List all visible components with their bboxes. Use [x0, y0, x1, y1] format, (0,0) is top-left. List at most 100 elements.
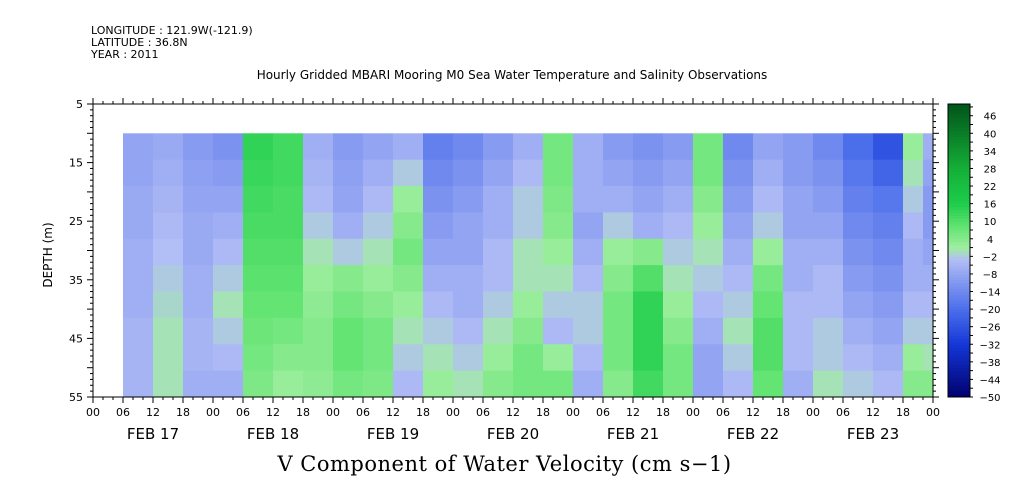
heatmap-cell	[273, 238, 304, 266]
colorbar-segment	[948, 271, 970, 275]
heatmap-cell	[663, 133, 694, 161]
heatmap-cell	[273, 133, 304, 161]
colorbar-segment	[948, 388, 970, 392]
colorbar-segment	[948, 312, 970, 316]
colorbar-segment	[948, 112, 970, 117]
colorbar-label: 16	[984, 200, 997, 211]
colorbar-segment	[948, 224, 970, 228]
colorbar-segment	[948, 142, 970, 146]
y-tick-label: 5	[76, 98, 83, 111]
x-date-label: FEB 23	[847, 425, 899, 443]
heatmap-cell	[123, 291, 154, 319]
heatmap-cell	[603, 212, 634, 240]
colorbar-segment	[948, 288, 970, 293]
colorbar-segment	[948, 244, 970, 249]
colorbar-label: −32	[979, 340, 1000, 351]
heatmap-cell	[123, 370, 154, 398]
colorbar-segment	[948, 382, 970, 386]
heatmap-cell	[453, 159, 484, 187]
heatmap-cell	[723, 265, 754, 293]
heatmap-cell	[753, 159, 784, 187]
colorbar-segment	[948, 317, 970, 322]
heatmap-cell	[753, 212, 784, 240]
heatmap-cell	[273, 317, 304, 345]
colorbar-segment	[948, 361, 970, 366]
x-tick-label: 06	[356, 406, 370, 419]
colorbar-segment	[948, 335, 970, 339]
heatmap-cell	[603, 291, 634, 319]
heatmap-cell	[123, 159, 154, 187]
heatmap-cell	[153, 159, 184, 187]
colorbar-segment	[948, 232, 970, 237]
colorbar-segment	[948, 253, 970, 257]
heatmap-cell	[243, 212, 274, 240]
heatmap-cell	[273, 370, 304, 398]
heatmap-cell	[633, 133, 664, 161]
x-tick-label: 12	[506, 406, 520, 419]
colorbar-segment	[948, 115, 970, 120]
x-tick-label: 00	[806, 406, 820, 419]
heatmap-cell	[213, 370, 244, 398]
heatmap-cell	[903, 133, 924, 161]
heatmap-cell	[813, 317, 844, 345]
heatmap-cell	[513, 212, 544, 240]
heatmap-cell	[753, 133, 784, 161]
heatmap-cell	[363, 133, 394, 161]
heatmap-cell	[153, 265, 184, 293]
heatmap-cell	[213, 344, 244, 372]
heatmap-cell	[423, 370, 454, 398]
heatmap-cell	[603, 317, 634, 345]
colorbar: 46 40 34 28 22 16 10 4 −2 −8 −14 −20 −26 −32 −38 −44 −50	[947, 103, 1001, 404]
colorbar-frame	[947, 103, 971, 398]
x-date-label: FEB 21	[607, 425, 659, 443]
heatmap-cell	[663, 344, 694, 372]
heatmap-cell	[303, 238, 334, 266]
heatmap-cell	[723, 238, 754, 266]
heatmap-cell	[543, 238, 574, 266]
heatmap-cell	[483, 265, 514, 293]
heatmap-cell	[573, 291, 604, 319]
heatmap-cell	[723, 344, 754, 372]
heatmap-cell	[243, 133, 274, 161]
heatmap-cell	[783, 265, 814, 293]
x-tick-label: 00	[686, 406, 700, 419]
colorbar-segment	[948, 250, 970, 254]
heatmap-cell	[123, 344, 154, 372]
heatmap-cell	[483, 212, 514, 240]
colorbar-label: −44	[979, 375, 1000, 386]
heatmap-cell	[573, 133, 604, 161]
heatmap-cell	[483, 291, 514, 319]
colorbar-segment	[948, 344, 970, 348]
heatmap-cell	[903, 291, 924, 319]
heatmap-cell	[423, 212, 454, 240]
colorbar-segment	[948, 326, 970, 331]
heatmap-cell	[723, 186, 754, 214]
heatmap-cell	[153, 291, 184, 319]
colorbar-label: −20	[979, 305, 1000, 316]
heatmap-cell	[843, 370, 874, 398]
heatmap-cell	[573, 159, 604, 187]
colorbar-segment	[948, 314, 970, 319]
colorbar-segment	[948, 136, 970, 140]
heatmap-cell	[693, 291, 724, 319]
colorbar-segment	[948, 338, 970, 342]
heatmap-cell	[363, 238, 394, 266]
colorbar-segment	[948, 291, 970, 295]
heatmap-cell	[783, 291, 814, 319]
x-tick-label: 12	[386, 406, 400, 419]
heatmap-cell	[813, 159, 844, 187]
heatmap-cell	[213, 159, 244, 187]
heatmap-cell	[633, 317, 664, 345]
colorbar-segment	[948, 259, 970, 263]
heatmap-cell	[543, 212, 574, 240]
heatmap-cell	[723, 159, 754, 187]
colorbar-segment	[948, 203, 970, 208]
heatmap-cell	[573, 186, 604, 214]
x-tick-label: 00	[566, 406, 580, 419]
colorbar-segment	[948, 191, 970, 196]
heatmap-cell	[423, 133, 454, 161]
chart-title: Hourly Gridded MBARI Mooring M0 Sea Wate…	[256, 68, 768, 82]
heatmap-cell	[633, 370, 664, 398]
colorbar-segment	[948, 391, 970, 395]
